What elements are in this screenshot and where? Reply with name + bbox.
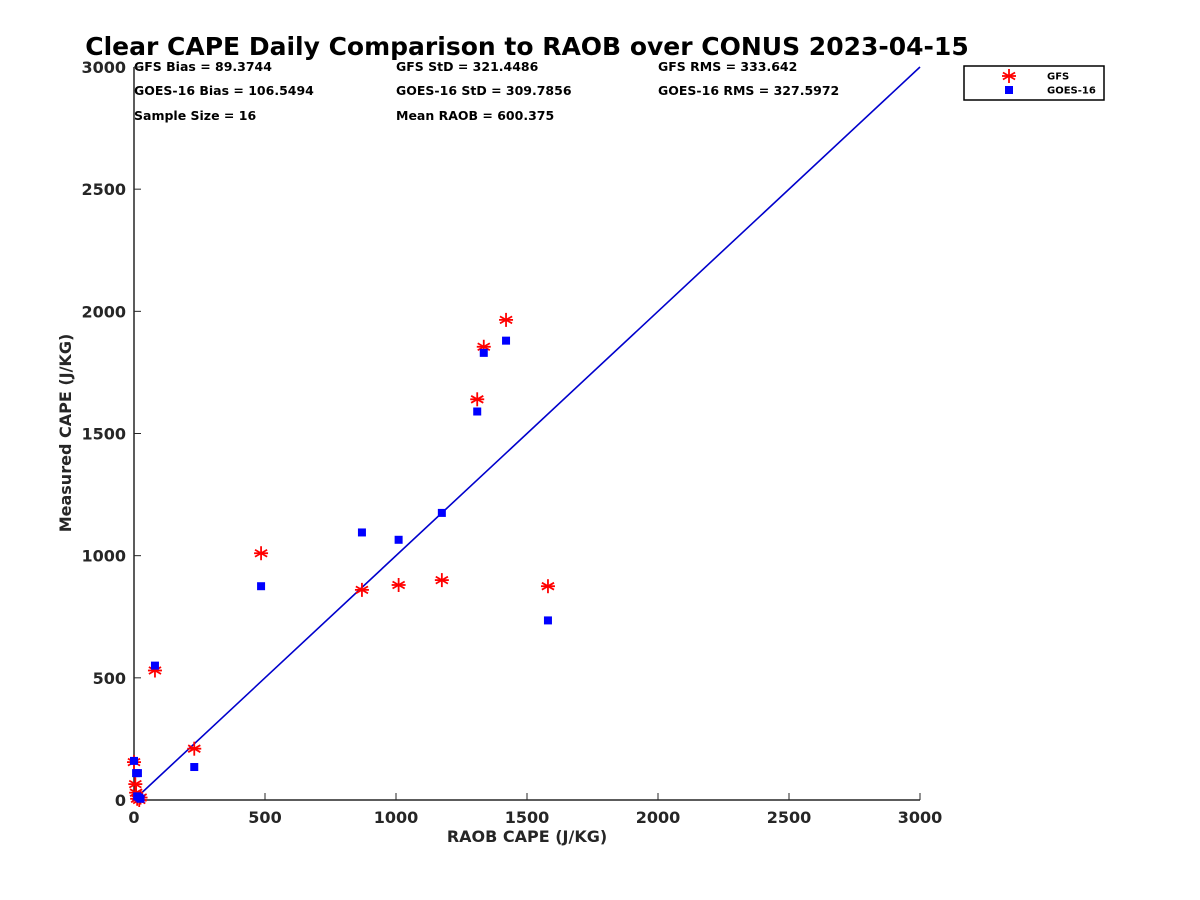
goes16-point — [479, 348, 488, 357]
x-axis-label: RAOB CAPE (J/KG) — [447, 827, 607, 846]
legend: GFS GOES-16 — [963, 65, 1105, 101]
goes16-point — [190, 763, 199, 772]
stat-annotation: GOES-16 RMS = 327.5972 — [658, 83, 839, 98]
stat-annotation: GFS Bias = 89.3744 — [134, 59, 272, 74]
goes16-point — [543, 616, 552, 625]
y-tick-label: 1000 — [81, 547, 126, 566]
stat-annotation: Sample Size = 16 — [134, 108, 256, 123]
goes16-point — [136, 794, 145, 803]
legend-gfs-marker — [1002, 69, 1016, 83]
gfs-point — [499, 312, 514, 327]
data-points — [127, 312, 555, 807]
stat-annotation: Mean RAOB = 600.375 — [396, 108, 554, 123]
gfs-point — [434, 573, 449, 588]
stat-annotation: GFS RMS = 333.642 — [658, 59, 797, 74]
gfs-point — [354, 582, 369, 597]
x-tick-label: 1500 — [505, 808, 550, 827]
y-tick-label: 500 — [93, 669, 126, 688]
gfs-point — [470, 392, 485, 407]
gfs-point — [391, 577, 406, 592]
y-tick-label: 2000 — [81, 302, 126, 321]
goes16-point — [473, 407, 482, 416]
x-tick-label: 500 — [248, 808, 281, 827]
goes16-point — [357, 528, 366, 537]
y-tick-label: 1500 — [81, 425, 126, 444]
gfs-point — [128, 777, 143, 792]
reference-line — [133, 66, 921, 801]
x-tick-label: 2500 — [767, 808, 812, 827]
legend-goes16-marker — [1005, 86, 1013, 94]
goes16-point — [502, 336, 511, 345]
legend-box — [963, 65, 1105, 101]
x-tick-label: 1000 — [374, 808, 419, 827]
y-tick-label: 0 — [115, 791, 126, 810]
y-tick-label: 2500 — [81, 180, 126, 199]
x-tick-label: 2000 — [636, 808, 681, 827]
goes16-point — [257, 582, 266, 591]
x-tick-label: 3000 — [898, 808, 943, 827]
gfs-point — [147, 663, 162, 678]
legend-label: GFS — [1047, 72, 1069, 83]
goes16-point — [150, 661, 159, 670]
stat-annotation: GFS StD = 321.4486 — [396, 59, 539, 74]
series-goes-16 — [130, 336, 552, 803]
goes16-point — [130, 756, 138, 765]
goes16-point — [133, 769, 142, 778]
chart-title: Clear CAPE Daily Comparison to RAOB over… — [85, 32, 968, 61]
stats-annotations: GFS Bias = 89.3744 GFS StD = 321.4486 GFS … — [134, 59, 839, 123]
gfs-point — [187, 741, 202, 756]
stat-annotation: GOES-16 StD = 309.7856 — [396, 83, 572, 98]
series-gfs — [127, 312, 555, 807]
axes: 0 500 1000 1500 2000 2500 3000 0 500 1000 1500 2000… — [81, 58, 942, 827]
gfs-point — [254, 546, 269, 561]
gfs-point — [540, 579, 555, 594]
legend-label: GOES-16 — [1047, 86, 1096, 97]
goes16-point — [394, 535, 403, 544]
y-tick-label: 3000 — [81, 58, 126, 77]
reference-line-group — [133, 66, 921, 801]
x-tick-label: 0 — [128, 808, 139, 827]
y-axis-label: Measured CAPE (J/KG) — [56, 334, 75, 533]
stat-annotation: GOES-16 Bias = 106.5494 — [134, 83, 314, 98]
goes16-point — [437, 508, 446, 517]
